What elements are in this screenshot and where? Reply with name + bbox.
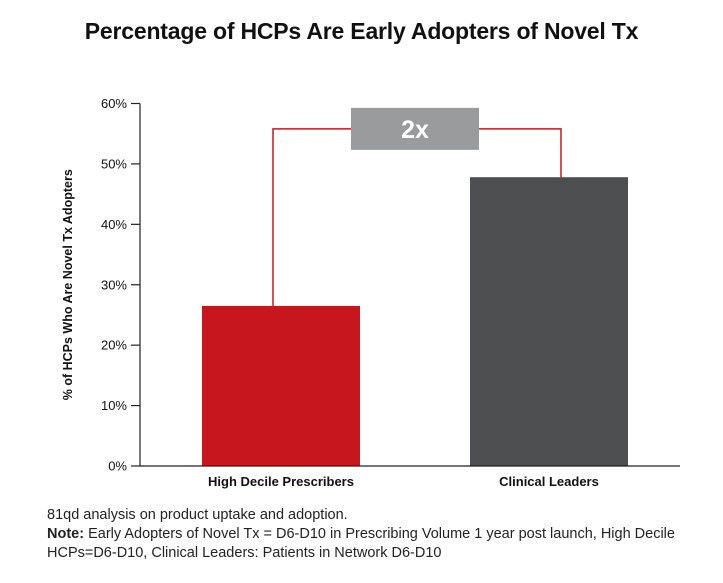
chart-title: Percentage of HCPs Are Early Adopters of… [84, 18, 639, 44]
y-tick-label: 20% [101, 338, 127, 353]
footnote-source: 81qd analysis on product uptake and adop… [47, 507, 348, 523]
y-axis-label: % of HCPs Who Are Novel Tx Adopters [61, 169, 75, 400]
y-tick-label: 30% [101, 277, 127, 292]
footnote-note-text: Early Adopters of Novel Tx = D6-D10 in P… [47, 526, 675, 561]
footnote-note-label: Note: [47, 526, 85, 542]
comparison-bracket: 2x [272, 107, 562, 306]
multiplier-badge [351, 107, 479, 150]
x-axis-labels: High Decile Prescribers Clinical Leaders [208, 474, 599, 489]
bar-high-decile-prescribers [202, 305, 360, 466]
x-tick-label: Clinical Leaders [499, 474, 599, 489]
bar-chart: 0% 10% 20% 30% 40% 50% 60% 2x High Decile Pres… [61, 96, 680, 489]
multiplier-label: 2x [401, 116, 429, 144]
y-tick-label: 0% [108, 459, 127, 474]
x-tick-label: High Decile Prescribers [208, 474, 354, 489]
footnote: 81qd analysis on product uptake and adop… [47, 506, 707, 563]
y-tick-label: 60% [101, 96, 127, 111]
bars [202, 177, 628, 467]
y-tick-label: 10% [101, 398, 127, 413]
bar-clinical-leaders [470, 177, 628, 467]
y-tick-label: 40% [101, 217, 127, 232]
y-axis-ticks: 0% 10% 20% 30% 40% 50% 60% [101, 96, 140, 474]
y-tick-label: 50% [101, 156, 127, 171]
footnote-note: Note: Early Adopters of Novel Tx = D6-D1… [47, 525, 707, 563]
